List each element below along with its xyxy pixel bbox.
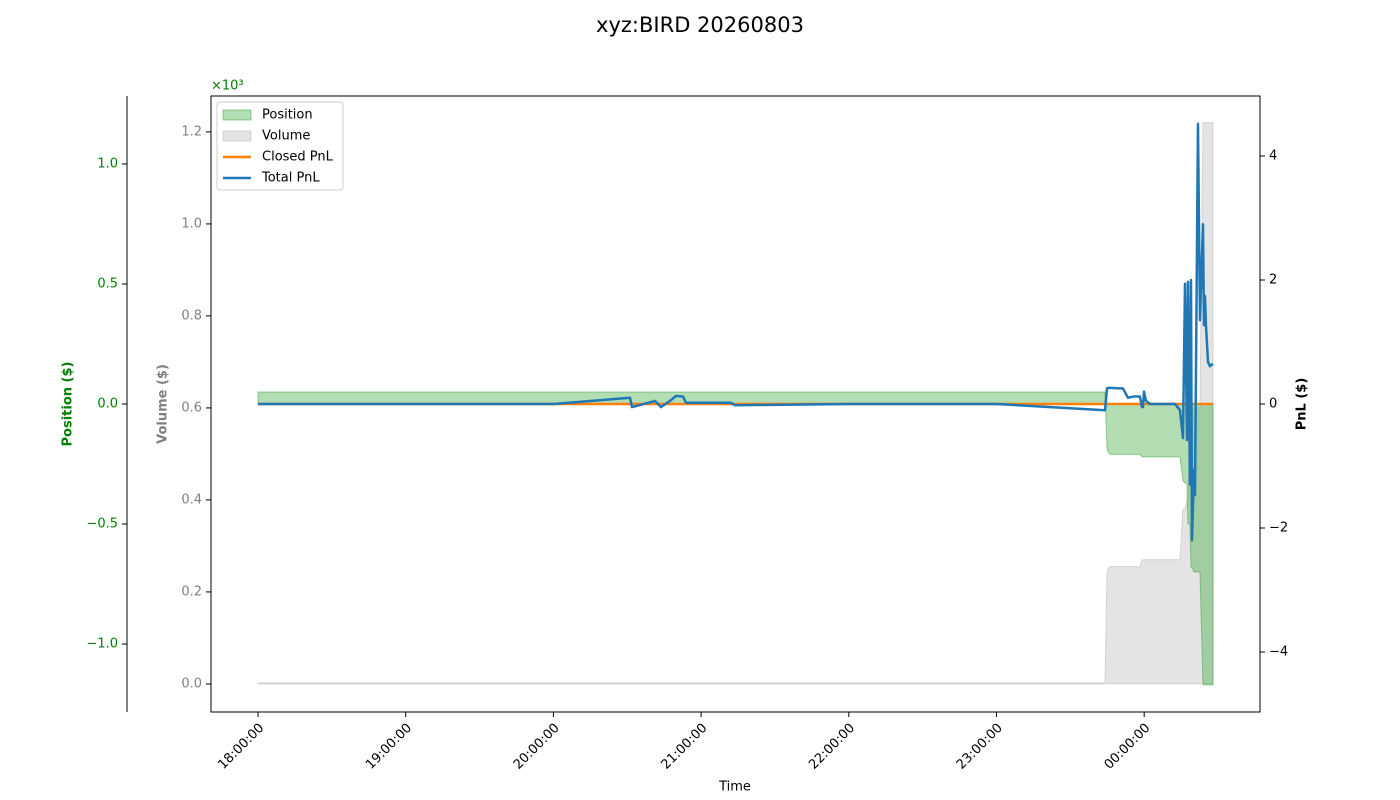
x-tick-label: 21:00:00 xyxy=(659,721,711,773)
x-tick-label: 20:00:00 xyxy=(511,721,563,773)
y-tick-label: 0.8 xyxy=(181,308,202,323)
area-series xyxy=(257,391,1214,686)
x-axis-label: Time xyxy=(718,780,751,795)
y-axis-label: PnL ($) xyxy=(1295,378,1310,431)
legend: Position Volume Closed PnL Total PnL xyxy=(216,101,344,191)
y-tick-label: 1.0 xyxy=(181,216,202,231)
y-tick-label: 1.2 xyxy=(181,124,202,139)
y-tick-label: 0.0 xyxy=(181,676,202,691)
legend-label: Position xyxy=(262,108,313,123)
x-tick-label: 19:00:00 xyxy=(363,721,415,773)
y-tick-label: 0.2 xyxy=(181,584,202,599)
x-tick-label: 23:00:00 xyxy=(954,721,1006,773)
y-tick-label: 0.4 xyxy=(181,492,202,507)
x-tick-label: 00:00:00 xyxy=(1102,721,1154,773)
chart-title: xyz:BIRD 20260803 xyxy=(596,13,804,37)
y-axis-label: Position ($) xyxy=(61,362,76,447)
y-tick-label: −1.0 xyxy=(86,637,118,652)
y-tick-label: −4 xyxy=(1269,644,1288,659)
x-tick-label: 18:00:00 xyxy=(215,721,267,773)
y-axis-label: Volume ($) xyxy=(156,364,171,444)
y-tick-label: −2 xyxy=(1269,520,1288,535)
y-tick-label: 2 xyxy=(1269,273,1277,288)
x-tick-label: 22:00:00 xyxy=(806,721,858,773)
legend-swatch xyxy=(222,130,252,142)
y-tick-label: 4 xyxy=(1269,149,1277,164)
plot-area xyxy=(257,122,1214,686)
axis-offset-label: ×10³ xyxy=(211,79,244,94)
legend-label: Closed PnL xyxy=(262,150,334,165)
y-tick-label: 0 xyxy=(1269,397,1277,412)
area-series xyxy=(257,122,1214,685)
legend-swatch xyxy=(222,109,252,121)
y-tick-label: 0.0 xyxy=(97,397,118,412)
y-tick-label: −0.5 xyxy=(86,517,118,532)
line-series xyxy=(258,122,1214,542)
legend-label: Volume xyxy=(262,129,310,144)
legend-label: Total PnL xyxy=(261,171,320,186)
legend-box xyxy=(216,101,344,191)
y-tick-label: 1.0 xyxy=(97,156,118,171)
y-tick-label: 0.5 xyxy=(97,276,118,291)
y-tick-label: 0.6 xyxy=(181,400,202,415)
